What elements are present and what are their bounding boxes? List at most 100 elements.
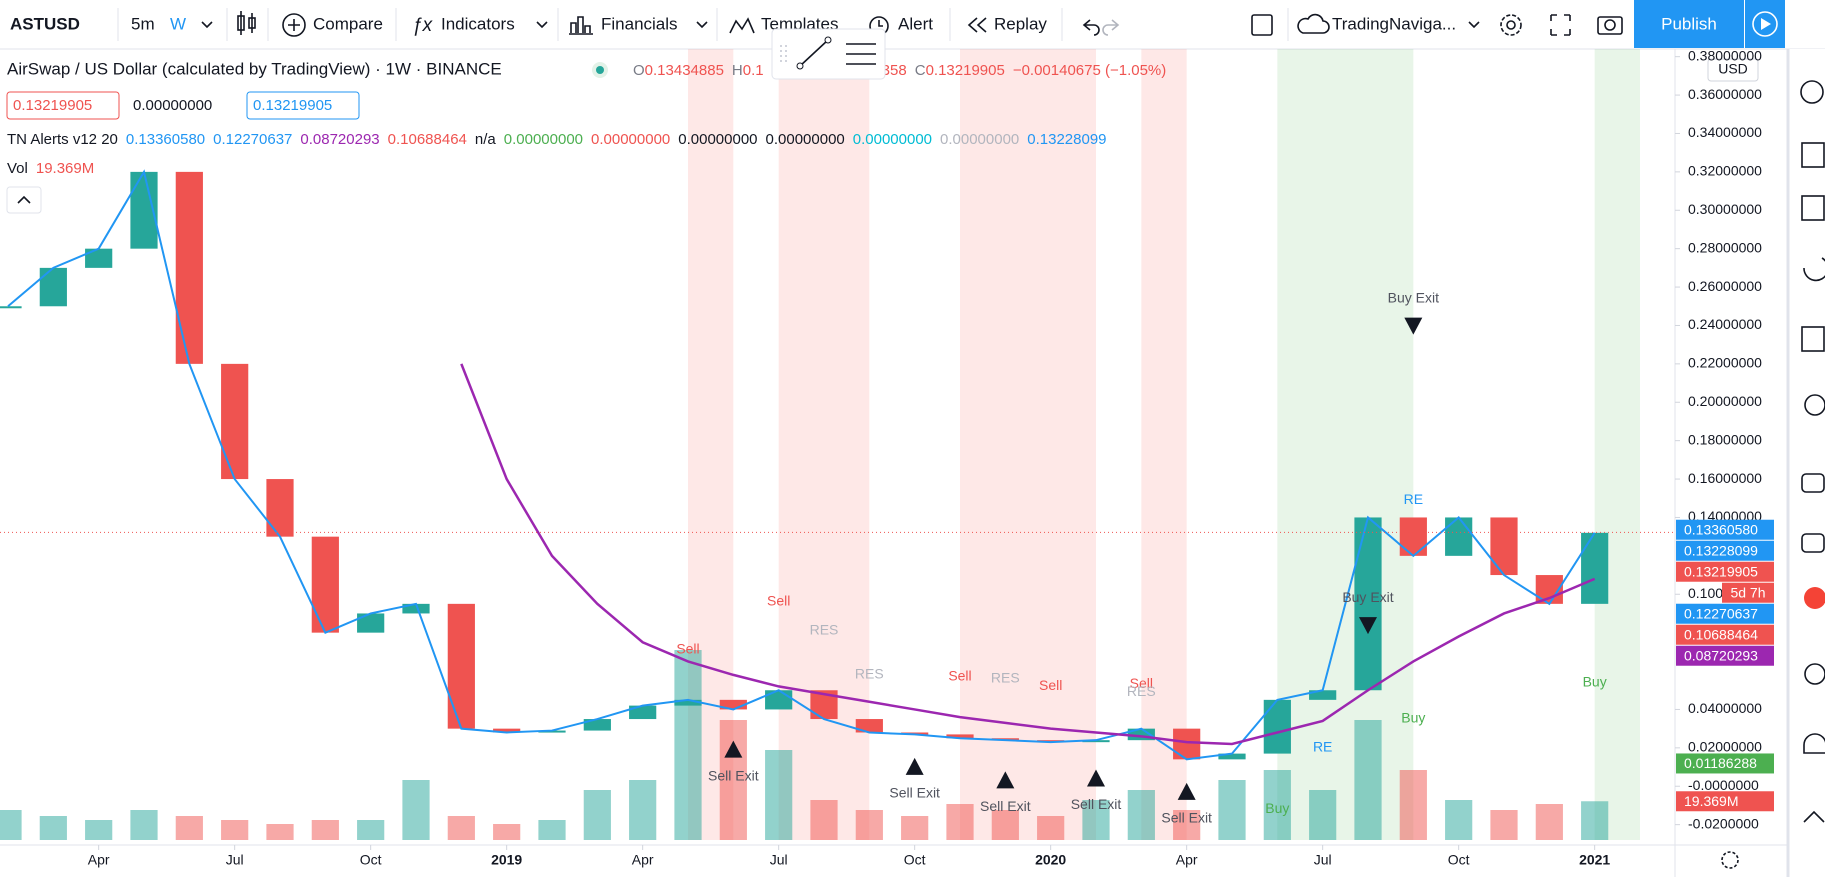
financials-button[interactable]: Financials (601, 14, 678, 33)
sidebar-calendar-icon[interactable] (1801, 326, 1825, 352)
drag-handle[interactable] (780, 45, 787, 63)
volume-bar (1127, 790, 1155, 840)
legend-value: O (633, 62, 645, 79)
ohlc-values: O0.13434885 H0.1 (633, 62, 764, 79)
candle-body (1490, 517, 1518, 576)
sidebar-ideas-icon[interactable] (1804, 394, 1825, 416)
volume-legend: Vol 19.369M (7, 160, 94, 177)
sidebar-details-icon[interactable] (1801, 195, 1825, 221)
indicators-icon[interactable]: ƒx (412, 15, 434, 36)
sidebar-broadcast-icon[interactable] (1804, 663, 1825, 685)
exit-marker (1087, 769, 1105, 787)
compare-icon[interactable] (282, 13, 306, 37)
axis-settings-icon[interactable] (1721, 851, 1739, 869)
publish-button-bg[interactable] (1634, 0, 1744, 48)
symbol[interactable]: ASTUSD (10, 14, 80, 33)
publish-button[interactable]: Publish (1661, 14, 1717, 33)
settings-icon[interactable] (1500, 14, 1522, 36)
sidebar-bell-icon[interactable] (1803, 733, 1825, 754)
undo-icon[interactable] (1082, 19, 1100, 36)
trend-line-tool[interactable] (799, 39, 829, 67)
settings-icon-center (1506, 20, 1516, 30)
y-tick-label: 0.34000000 (1688, 124, 1762, 140)
signal-label: Sell Exit (1161, 810, 1212, 826)
indicator-value: 0.00000000 (504, 131, 583, 148)
volume-bar (1173, 810, 1201, 840)
dropdown-icon[interactable] (696, 21, 708, 29)
indicator-value: 0.10688464 (388, 131, 467, 148)
layout-name[interactable]: TradingNaviga... (1332, 14, 1456, 33)
dropdown-icon[interactable] (1468, 21, 1480, 29)
sidebar-collapse-icon[interactable] (1803, 810, 1825, 823)
signal-label: RES (810, 621, 839, 637)
indicator-legend: TN Alerts v12 20 0.13360580 0.12270637 0.08… (7, 131, 1107, 148)
indicator-value: 0.00000000 (853, 131, 932, 148)
price-button-label: 0.13219905 (253, 97, 332, 114)
drawing-settings-tool[interactable] (846, 43, 876, 65)
price-button-label: 0.00000000 (133, 97, 212, 114)
volume-bar (674, 650, 702, 840)
cloud-icon[interactable] (1297, 13, 1330, 34)
signal-zone (1594, 49, 1640, 840)
signal-label: RES (991, 669, 1020, 685)
candle-body (1127, 728, 1155, 741)
x-tick-label: 2020 (1035, 852, 1066, 868)
sidebar-alerts-icon[interactable] (1800, 80, 1824, 104)
candle-body (1263, 699, 1291, 754)
volume-bar (855, 810, 883, 840)
compare-button[interactable]: Compare (313, 14, 383, 33)
dropdown-icon[interactable] (536, 21, 548, 29)
signal-label: Sell Exit (889, 785, 940, 801)
fullscreen-select-icon[interactable] (1251, 14, 1273, 36)
fullscreen-icon[interactable] (1550, 14, 1571, 36)
volume-bar (901, 816, 929, 840)
financials-icon[interactable] (569, 16, 593, 35)
y-tick-label: 0.20000000 (1688, 393, 1762, 409)
candle-body (765, 690, 793, 710)
signal-label: Sell Exit (1071, 796, 1122, 812)
candle-body (39, 267, 67, 307)
replay-button[interactable]: Replay (994, 14, 1047, 33)
sidebar-chat-icon[interactable] (1801, 473, 1825, 493)
dropdown-icon[interactable] (201, 21, 213, 29)
x-tick-label: Oct (904, 852, 926, 868)
play-icon-triangle (1761, 18, 1771, 30)
sidebar-chart-icon[interactable] (1803, 257, 1825, 282)
candle-style-icon[interactable] (237, 11, 256, 35)
indicator-value: 0.13228099 (1027, 131, 1106, 148)
price-label: 0.01186288 (1684, 755, 1757, 771)
y-tick-label: 0.36000000 (1688, 86, 1762, 102)
templates-icon[interactable] (729, 17, 755, 34)
volume-bar (357, 820, 385, 840)
legend-value: 0.13434885 (645, 62, 724, 79)
alert-button[interactable]: Alert (898, 14, 933, 33)
volume-bar (1490, 810, 1518, 840)
collapse-legend-button[interactable] (6, 186, 42, 214)
price-label-box (1676, 603, 1774, 624)
snapshot-icon[interactable] (1597, 16, 1623, 35)
volume-bar (175, 816, 203, 840)
sidebar-notification-badge[interactable] (1804, 587, 1825, 609)
candle-body (447, 603, 475, 729)
volume-bar (85, 820, 113, 840)
indicators-button[interactable]: Indicators (441, 14, 515, 33)
currency-badge[interactable] (1707, 58, 1759, 82)
signal-label: Buy (1265, 800, 1289, 816)
signal-label: Sell (767, 593, 790, 609)
signal-zone (1005, 49, 1096, 840)
play-icon[interactable] (1752, 11, 1778, 37)
indicator-value: 0.13360580 (126, 131, 205, 148)
interval[interactable]: 5m (131, 14, 155, 33)
price-button[interactable] (246, 91, 360, 120)
x-tick-label: Apr (632, 852, 654, 868)
y-tick-label: 0.02000000 (1688, 739, 1762, 755)
x-tick-label: Oct (360, 852, 382, 868)
chart-interval[interactable]: W (170, 14, 186, 33)
sidebar-watchlist-icon[interactable] (1801, 142, 1825, 168)
replay-icon[interactable] (967, 17, 987, 33)
price-button[interactable] (6, 91, 120, 120)
redo-icon[interactable] (1102, 19, 1120, 36)
volume-bar (0, 810, 22, 840)
sidebar-streams-icon[interactable] (1801, 533, 1825, 553)
